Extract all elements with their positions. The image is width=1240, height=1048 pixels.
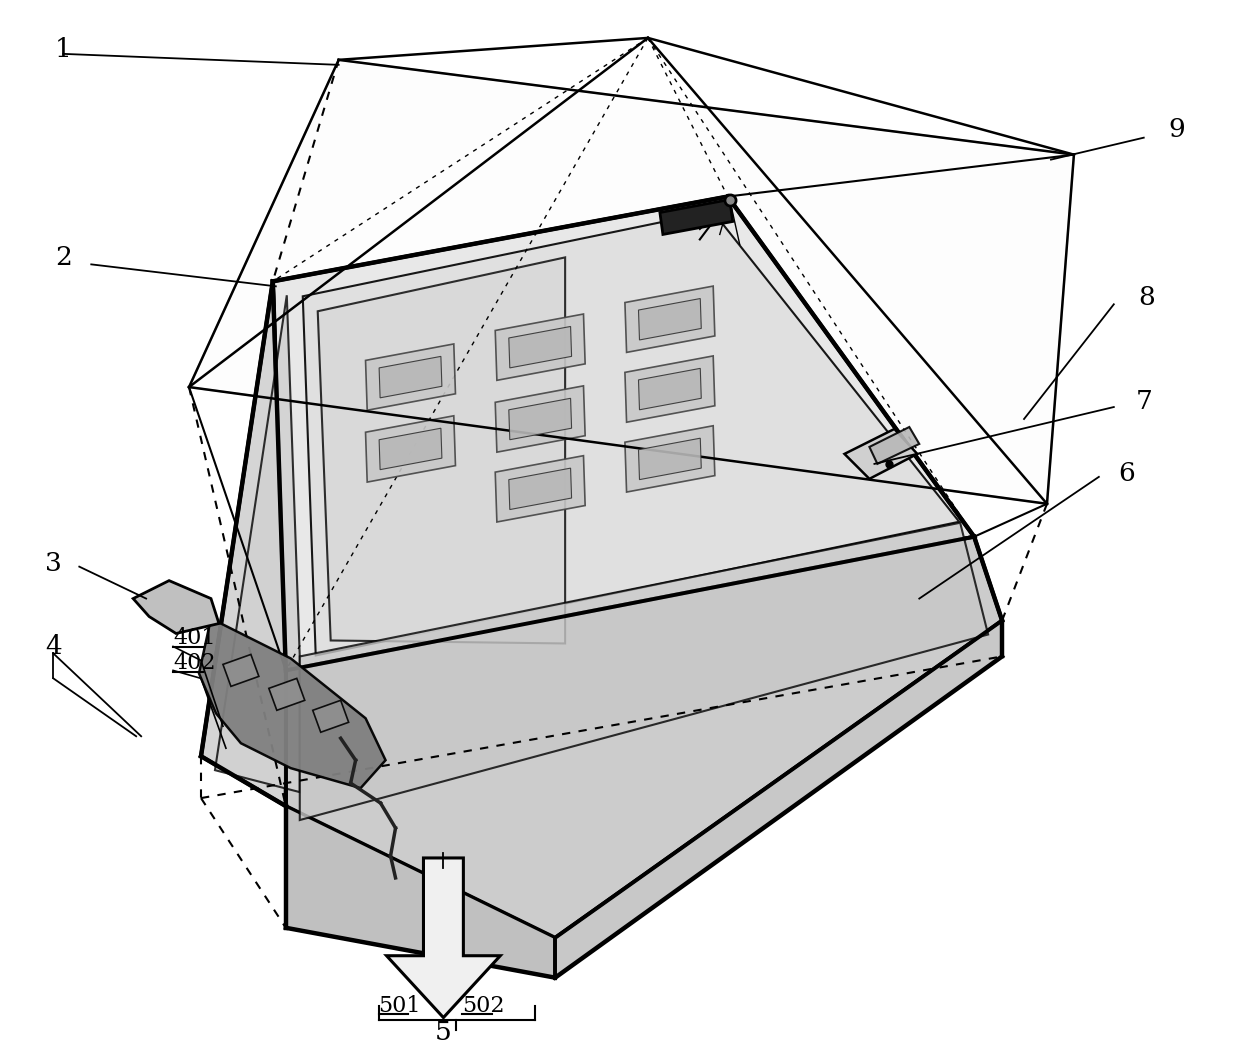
Polygon shape: [317, 258, 565, 643]
Polygon shape: [215, 296, 300, 792]
Polygon shape: [660, 199, 733, 235]
Polygon shape: [508, 468, 572, 509]
Polygon shape: [312, 700, 348, 733]
Polygon shape: [366, 416, 455, 482]
Text: 1: 1: [55, 38, 72, 63]
Polygon shape: [366, 344, 455, 410]
Polygon shape: [508, 327, 572, 368]
Text: 502: 502: [463, 995, 505, 1017]
Text: 8: 8: [1138, 285, 1156, 310]
Polygon shape: [639, 438, 702, 480]
Polygon shape: [198, 618, 386, 788]
Text: 2: 2: [55, 245, 72, 270]
Text: 402: 402: [174, 653, 216, 675]
Polygon shape: [285, 806, 556, 978]
Polygon shape: [625, 356, 714, 422]
Polygon shape: [508, 398, 572, 440]
Polygon shape: [556, 620, 1002, 978]
Polygon shape: [379, 356, 441, 398]
Polygon shape: [639, 368, 702, 410]
Polygon shape: [269, 678, 305, 711]
Polygon shape: [285, 537, 1002, 938]
Polygon shape: [188, 60, 1074, 504]
Polygon shape: [300, 523, 988, 820]
Polygon shape: [303, 212, 960, 655]
Text: 401: 401: [174, 628, 216, 650]
Polygon shape: [625, 286, 714, 352]
Polygon shape: [625, 425, 714, 493]
Text: 3: 3: [45, 551, 62, 576]
Polygon shape: [273, 197, 975, 671]
Polygon shape: [223, 654, 259, 686]
Polygon shape: [495, 314, 585, 380]
Polygon shape: [495, 456, 585, 522]
Text: 9: 9: [1168, 117, 1185, 143]
Text: 7: 7: [1136, 389, 1152, 414]
Polygon shape: [387, 858, 500, 1018]
Polygon shape: [201, 281, 285, 806]
Polygon shape: [379, 429, 441, 470]
Text: 5: 5: [435, 1020, 451, 1045]
Text: 4: 4: [45, 634, 62, 659]
Polygon shape: [495, 386, 585, 452]
Polygon shape: [639, 299, 702, 340]
Polygon shape: [844, 429, 918, 479]
Polygon shape: [869, 427, 919, 464]
Text: 501: 501: [378, 995, 422, 1017]
Text: 6: 6: [1118, 461, 1135, 486]
Polygon shape: [133, 581, 219, 633]
